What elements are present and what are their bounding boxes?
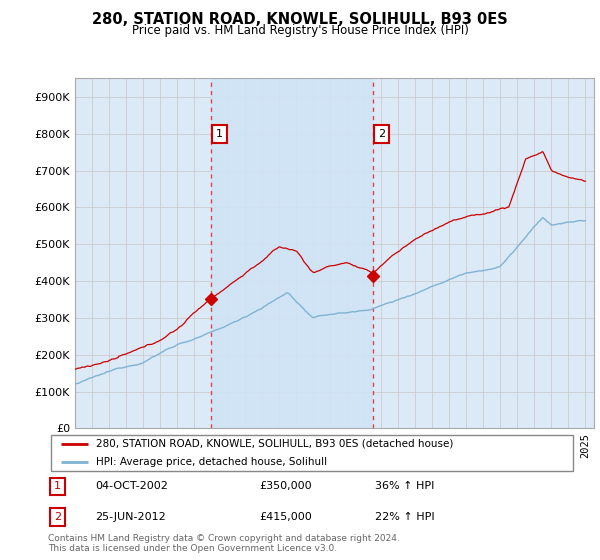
Text: 280, STATION ROAD, KNOWLE, SOLIHULL, B93 0ES (detached house): 280, STATION ROAD, KNOWLE, SOLIHULL, B93… bbox=[95, 439, 453, 449]
FancyBboxPatch shape bbox=[50, 435, 574, 471]
Text: 280, STATION ROAD, KNOWLE, SOLIHULL, B93 0ES: 280, STATION ROAD, KNOWLE, SOLIHULL, B93… bbox=[92, 12, 508, 27]
Text: 22% ↑ HPI: 22% ↑ HPI bbox=[376, 512, 435, 522]
Text: £415,000: £415,000 bbox=[259, 512, 312, 522]
Text: 04-OCT-2002: 04-OCT-2002 bbox=[95, 482, 169, 491]
Text: Price paid vs. HM Land Registry's House Price Index (HPI): Price paid vs. HM Land Registry's House … bbox=[131, 24, 469, 36]
Text: 2: 2 bbox=[54, 512, 61, 522]
Text: HPI: Average price, detached house, Solihull: HPI: Average price, detached house, Soli… bbox=[95, 458, 326, 467]
Text: 1: 1 bbox=[54, 482, 61, 491]
Text: 36% ↑ HPI: 36% ↑ HPI bbox=[376, 482, 435, 491]
Text: 25-JUN-2012: 25-JUN-2012 bbox=[95, 512, 166, 522]
Text: 1: 1 bbox=[216, 129, 223, 139]
Bar bbox=[211, 78, 373, 428]
Text: 2: 2 bbox=[378, 129, 385, 139]
Text: Contains HM Land Registry data © Crown copyright and database right 2024.
This d: Contains HM Land Registry data © Crown c… bbox=[48, 534, 400, 553]
Text: £350,000: £350,000 bbox=[259, 482, 312, 491]
